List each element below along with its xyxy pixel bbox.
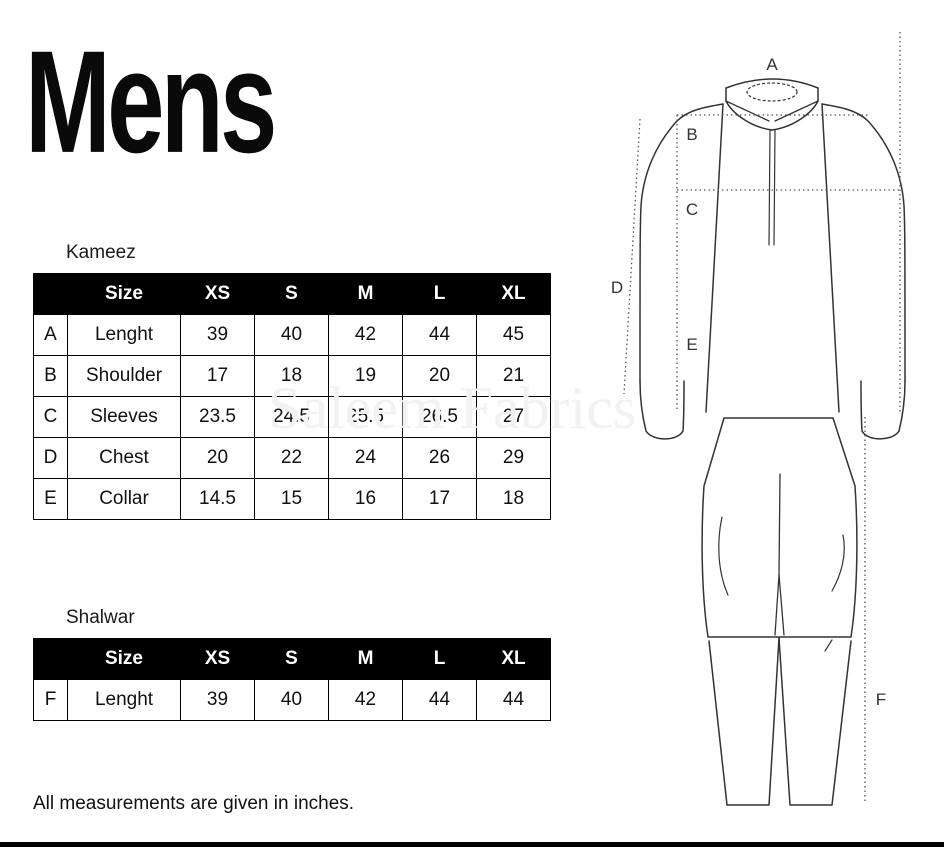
svg-text:C: C [686, 200, 698, 219]
svg-text:D: D [611, 278, 623, 297]
svg-text:F: F [876, 690, 886, 709]
svg-text:B: B [686, 125, 697, 144]
svg-text:E: E [686, 335, 697, 354]
svg-text:A: A [766, 55, 778, 74]
